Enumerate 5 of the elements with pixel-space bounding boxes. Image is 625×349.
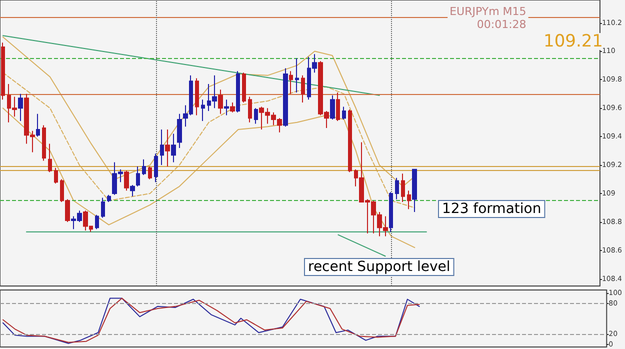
annotation: recent Support level xyxy=(308,259,450,275)
annotation: 109.21 xyxy=(544,32,603,52)
text: EURJPYm M15 xyxy=(450,5,526,18)
annotation: 123 formation xyxy=(442,201,542,217)
text: 00:01:28 xyxy=(476,18,526,31)
